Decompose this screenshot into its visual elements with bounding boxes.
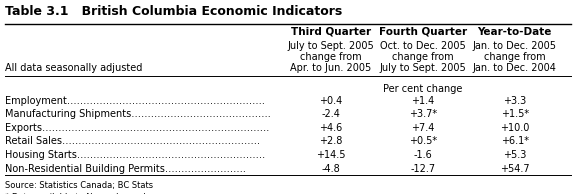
Text: +0.5*: +0.5*: [409, 137, 436, 146]
Text: All data seasonally adjusted: All data seasonally adjusted: [5, 63, 142, 73]
Text: +5.3: +5.3: [503, 150, 526, 160]
Text: July to Sept. 2005: July to Sept. 2005: [380, 63, 466, 73]
Text: +7.4: +7.4: [411, 123, 434, 133]
Text: -2.4: -2.4: [321, 109, 340, 120]
Text: Exports…………………………………………………………….: Exports…………………………………………………………….: [5, 123, 269, 133]
Text: +1.4: +1.4: [411, 96, 434, 106]
Text: +6.1*: +6.1*: [501, 137, 528, 146]
Text: +0.4: +0.4: [319, 96, 342, 106]
Text: July to Sept. 2005: July to Sept. 2005: [288, 41, 374, 51]
Text: Per cent change: Per cent change: [383, 84, 462, 94]
Text: Fourth Quarter: Fourth Quarter: [378, 27, 467, 37]
Text: Manufacturing Shipments…………………………………….: Manufacturing Shipments…………………………………….: [5, 109, 270, 120]
Text: change from: change from: [484, 52, 546, 62]
Text: * Data available to November only: * Data available to November only: [5, 192, 150, 194]
Text: +54.7: +54.7: [500, 164, 530, 173]
Text: Apr. to Jun. 2005: Apr. to Jun. 2005: [290, 63, 371, 73]
Text: Third Quarter: Third Quarter: [290, 27, 371, 37]
Text: Jan. to Dec. 2004: Jan. to Dec. 2004: [473, 63, 557, 73]
Text: Employment…………………………………………………….: Employment…………………………………………………….: [5, 96, 265, 106]
Text: change from: change from: [392, 52, 454, 62]
Text: -12.7: -12.7: [410, 164, 435, 173]
Text: +3.3: +3.3: [503, 96, 526, 106]
Text: Non-Residential Building Permits…………………….: Non-Residential Building Permits………………………: [5, 164, 246, 173]
Text: +14.5: +14.5: [316, 150, 346, 160]
Text: Retail Sales…………………………………………………….: Retail Sales…………………………………………………….: [5, 137, 259, 146]
Text: Jan. to Dec. 2005: Jan. to Dec. 2005: [473, 41, 557, 51]
Text: +10.0: +10.0: [500, 123, 530, 133]
Text: -4.8: -4.8: [321, 164, 340, 173]
Text: Table 3.1   British Columbia Economic Indicators: Table 3.1 British Columbia Economic Indi…: [5, 5, 342, 18]
Text: Year-to-Date: Year-to-Date: [477, 27, 552, 37]
Text: +1.5*: +1.5*: [501, 109, 528, 120]
Text: Oct. to Dec. 2005: Oct. to Dec. 2005: [380, 41, 466, 51]
Text: +2.8: +2.8: [319, 137, 342, 146]
Text: +3.7*: +3.7*: [409, 109, 436, 120]
Text: Housing Starts………………………………………………….: Housing Starts………………………………………………….: [5, 150, 265, 160]
Text: Source: Statistics Canada; BC Stats: Source: Statistics Canada; BC Stats: [5, 181, 153, 190]
Text: +4.6: +4.6: [319, 123, 342, 133]
Text: -1.6: -1.6: [413, 150, 432, 160]
Text: change from: change from: [300, 52, 362, 62]
